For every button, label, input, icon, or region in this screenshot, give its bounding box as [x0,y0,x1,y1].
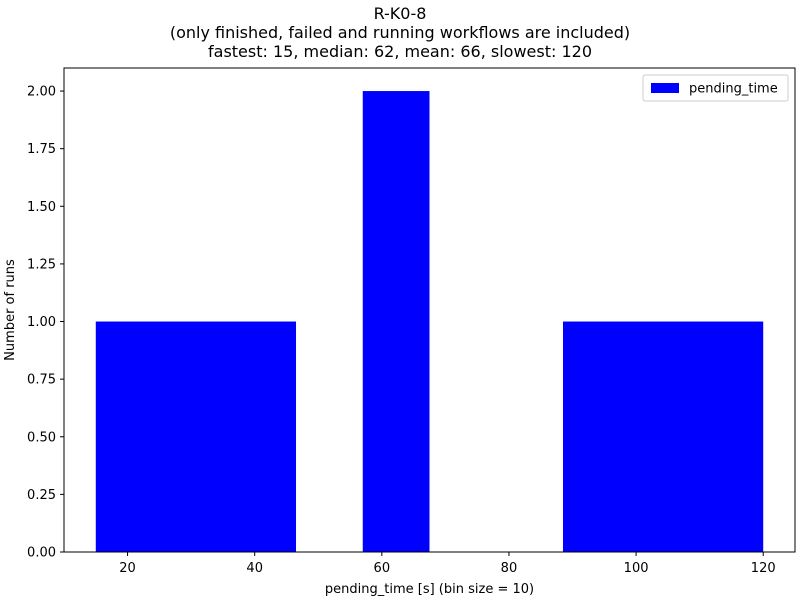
y-tick-label-5: 1.25 [27,257,56,272]
legend-entry-pending-time: pending_time [689,82,778,97]
x-tick-label-4: 100 [624,561,649,576]
x-tick-label-5: 120 [751,561,776,576]
chart-stats-line: fastest: 15, median: 62, mean: 66, slowe… [208,42,592,61]
axes-frame [63,67,796,553]
y-tick-label-3: 0.75 [27,373,56,388]
legend: pending_time [642,74,789,102]
x-axis-label: pending_time [s] (bin size = 10) [325,582,534,597]
y-tick-label-7: 1.75 [27,142,56,157]
bar-1 [362,91,430,553]
bars-group [95,91,764,553]
x-tick-label-2: 60 [374,561,391,576]
x-tick-label-1: 40 [246,561,263,576]
x-axis-ticks: 20 40 60 80 100 120 [119,552,776,576]
x-tick-label-0: 20 [119,561,136,576]
chart-title-block: R-K0-8 (only finished, failed and runnin… [0,4,800,61]
legend-swatch [651,83,679,93]
y-axis-ticks: 0.00 0.25 0.50 0.75 1.00 1.25 1.50 1.75 2.00 [27,85,64,561]
bar-0 [95,321,297,552]
bar-2 [562,321,764,552]
y-tick-label-0: 0.00 [27,546,56,561]
chart-subtitle: (only finished, failed and running workf… [169,23,631,42]
legend-box [642,74,789,102]
y-tick-label-8: 2.00 [27,85,56,100]
y-tick-label-2: 0.50 [27,430,56,445]
x-tick-label-3: 80 [501,561,518,576]
y-tick-label-1: 0.25 [27,488,56,503]
chart-title: R-K0-8 [373,4,427,23]
y-tick-label-6: 1.50 [27,200,56,215]
y-tick-label-4: 1.00 [27,315,56,330]
y-axis-label: Number of runs [3,259,18,361]
